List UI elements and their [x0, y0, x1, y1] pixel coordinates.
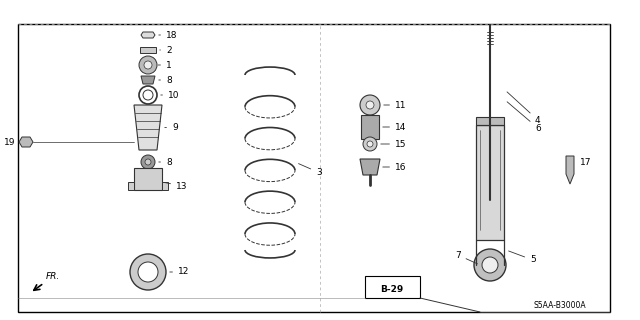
Circle shape: [143, 90, 153, 100]
Text: 4: 4: [507, 92, 541, 124]
Polygon shape: [19, 137, 33, 147]
Circle shape: [367, 141, 373, 147]
Bar: [128, 182, 134, 190]
Circle shape: [130, 254, 166, 290]
Text: 13: 13: [164, 181, 188, 190]
Text: 12: 12: [170, 268, 189, 276]
Text: S5AA-B3000A: S5AA-B3000A: [534, 300, 586, 309]
Text: 15: 15: [381, 140, 406, 148]
Bar: [476, 117, 504, 125]
Text: B-29: B-29: [380, 284, 404, 293]
Bar: [361, 115, 379, 139]
Bar: [162, 182, 168, 190]
Text: 18: 18: [159, 30, 177, 39]
Circle shape: [474, 249, 506, 281]
Polygon shape: [566, 156, 574, 184]
Text: 14: 14: [383, 123, 406, 132]
Circle shape: [138, 262, 158, 282]
Text: 10: 10: [161, 91, 179, 100]
Circle shape: [482, 257, 498, 273]
Text: FR.: FR.: [46, 272, 60, 281]
Bar: [476, 125, 504, 240]
Text: 2: 2: [160, 45, 172, 54]
Text: 9: 9: [164, 123, 178, 132]
Text: 5: 5: [509, 251, 536, 265]
Circle shape: [144, 61, 152, 69]
Text: 8: 8: [159, 157, 172, 166]
Circle shape: [145, 159, 151, 165]
Text: 11: 11: [384, 100, 406, 109]
Polygon shape: [360, 159, 380, 175]
Text: 17: 17: [580, 157, 591, 166]
Text: 6: 6: [507, 102, 541, 132]
Polygon shape: [134, 105, 162, 150]
Text: 7: 7: [455, 251, 477, 264]
Polygon shape: [141, 76, 155, 84]
Polygon shape: [141, 32, 155, 38]
Bar: [140, 47, 156, 53]
Circle shape: [139, 56, 157, 74]
Bar: [365, 276, 420, 298]
Text: 1: 1: [158, 60, 172, 69]
Circle shape: [363, 137, 377, 151]
Circle shape: [141, 155, 155, 169]
Bar: [134, 168, 162, 190]
Circle shape: [360, 95, 380, 115]
Circle shape: [366, 101, 374, 109]
Text: 19: 19: [3, 138, 15, 147]
Text: 3: 3: [298, 164, 322, 177]
Text: 16: 16: [383, 163, 406, 172]
Text: 8: 8: [159, 76, 172, 84]
